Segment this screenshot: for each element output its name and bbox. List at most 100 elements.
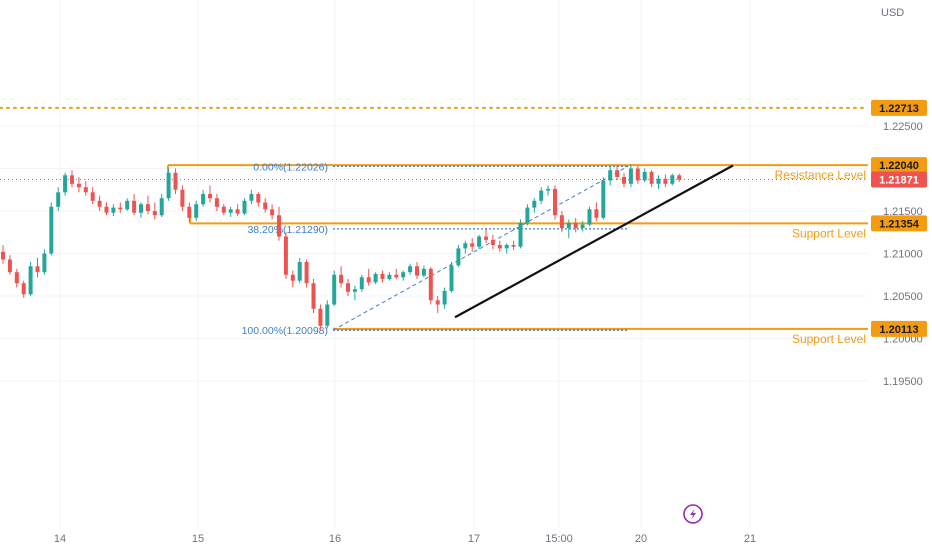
candle bbox=[76, 183, 81, 188]
candle bbox=[325, 304, 330, 326]
candle bbox=[283, 236, 288, 275]
candle bbox=[21, 283, 26, 295]
price-tags: 1.22713 1.22040 1.21871 1.21354 1.20113 bbox=[871, 99, 927, 337]
candle bbox=[490, 239, 495, 245]
x-tick-label: 20 bbox=[635, 533, 647, 545]
candle bbox=[42, 253, 47, 273]
candle bbox=[139, 204, 143, 213]
candle bbox=[242, 200, 247, 214]
y-tick-label: 1.19500 bbox=[883, 376, 923, 388]
candle bbox=[649, 171, 654, 184]
candle bbox=[297, 262, 302, 281]
grid bbox=[0, 0, 868, 528]
price-levels bbox=[0, 106, 869, 330]
lightning-icon[interactable] bbox=[683, 504, 703, 524]
candle bbox=[670, 175, 675, 184]
candle bbox=[380, 273, 385, 279]
candle bbox=[566, 222, 571, 228]
candle bbox=[318, 308, 323, 326]
candle bbox=[622, 177, 626, 184]
candle bbox=[477, 236, 482, 247]
y-tick-label: 1.20500 bbox=[883, 291, 923, 303]
candle bbox=[428, 268, 433, 301]
candle bbox=[449, 265, 454, 291]
candle bbox=[35, 266, 40, 273]
price-tag bbox=[871, 99, 927, 116]
candle bbox=[256, 194, 261, 203]
candle bbox=[525, 207, 530, 223]
candles bbox=[1, 164, 682, 330]
price-tag-label: 1.21354 bbox=[879, 218, 920, 230]
candle bbox=[373, 273, 378, 283]
price-tag-label: 1.20113 bbox=[879, 324, 918, 336]
candle bbox=[484, 236, 488, 240]
candle bbox=[539, 190, 544, 201]
candle bbox=[580, 224, 585, 228]
axes: USD 1.225001.220001.215001.210001.205001… bbox=[54, 7, 923, 545]
candle bbox=[387, 274, 392, 279]
candle bbox=[442, 290, 447, 305]
price-tag bbox=[871, 320, 927, 337]
candle bbox=[14, 272, 19, 284]
candle bbox=[311, 283, 316, 309]
candle bbox=[394, 274, 399, 278]
candle bbox=[456, 248, 461, 266]
candle bbox=[90, 192, 95, 201]
candle bbox=[125, 200, 130, 210]
trendline[interactable] bbox=[454, 164, 734, 319]
candle bbox=[470, 243, 475, 247]
candle bbox=[642, 171, 647, 181]
candle bbox=[249, 194, 254, 201]
candle bbox=[152, 211, 157, 216]
candle bbox=[145, 204, 150, 211]
candle bbox=[511, 245, 516, 247]
x-tick-label: 14 bbox=[54, 533, 66, 545]
candle bbox=[587, 209, 592, 225]
candle bbox=[263, 202, 268, 210]
trendline-group[interactable] bbox=[454, 164, 734, 319]
candle bbox=[421, 268, 426, 276]
level-label: Resistance Level bbox=[775, 168, 866, 182]
candle bbox=[201, 194, 206, 205]
fib-level-label: 38.20%(1.21290) bbox=[247, 224, 328, 236]
candle bbox=[187, 206, 192, 218]
candle bbox=[290, 274, 295, 281]
x-tick-label: 21 bbox=[744, 533, 756, 545]
y-tick-label: 1.21000 bbox=[883, 249, 923, 261]
candle bbox=[635, 168, 640, 181]
candle bbox=[608, 170, 613, 181]
candle bbox=[663, 178, 668, 184]
last-price-tag bbox=[871, 171, 927, 188]
x-tick-label: 15:00 bbox=[545, 533, 573, 545]
candle bbox=[1, 251, 5, 260]
candle bbox=[235, 209, 240, 214]
x-tick-label: 17 bbox=[468, 533, 480, 545]
price-tag-label: 1.22713 bbox=[879, 103, 919, 115]
last-price-label: 1.21871 bbox=[879, 174, 919, 186]
candle bbox=[615, 170, 620, 177]
fib-diagonal bbox=[332, 165, 629, 331]
candle bbox=[573, 222, 578, 228]
candle bbox=[104, 206, 109, 213]
candle bbox=[97, 200, 102, 207]
candle bbox=[518, 222, 523, 247]
candle bbox=[277, 215, 281, 237]
candle bbox=[339, 274, 344, 284]
level-label: Support Level bbox=[792, 226, 866, 240]
x-tick-label: 16 bbox=[329, 533, 341, 545]
candle bbox=[497, 245, 502, 249]
level-label: Support Level bbox=[792, 332, 866, 346]
currency-label: USD bbox=[881, 7, 904, 19]
candle bbox=[366, 277, 371, 283]
candle bbox=[401, 272, 406, 278]
candle bbox=[166, 172, 171, 199]
candle bbox=[332, 274, 337, 305]
candle bbox=[173, 172, 178, 190]
candle bbox=[677, 175, 682, 180]
candle bbox=[504, 245, 509, 249]
fibonacci-retracement[interactable]: 0.00%(1.22026) 38.20%(1.21290) 100.00%(1.2… bbox=[242, 161, 629, 337]
candle bbox=[63, 175, 68, 193]
candle bbox=[180, 189, 185, 207]
